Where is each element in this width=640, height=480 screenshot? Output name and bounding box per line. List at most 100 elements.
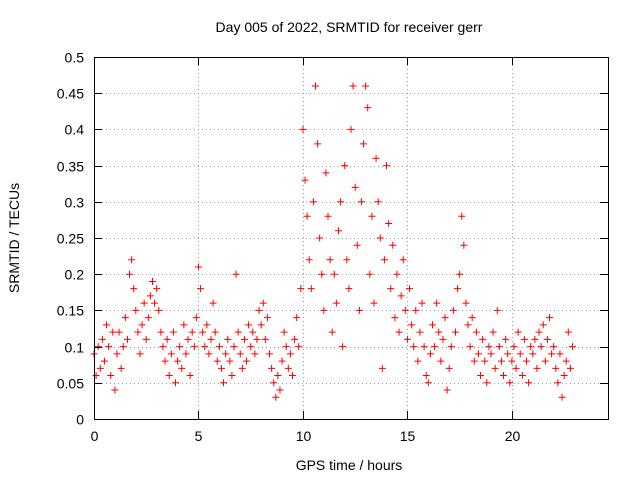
data-point [545,314,553,322]
data-point [109,328,117,336]
data-point [117,364,125,372]
data-point [550,343,558,351]
data-point [525,379,533,387]
data-point [449,306,457,314]
data-point [190,343,198,351]
y-tick-label: 0.4 [65,122,85,138]
data-point [397,292,405,300]
data-point [236,350,244,358]
data-point [126,270,134,278]
x-tick-label: 15 [400,428,416,444]
data-point [140,299,148,307]
data-point [111,386,119,394]
data-point [182,350,190,358]
data-point [441,314,449,322]
data-point [477,372,485,380]
y-tick-label: 0.45 [57,86,84,102]
data-point [311,82,319,90]
x-tick-label: 20 [505,428,521,444]
data-point [562,357,570,365]
data-point [489,328,497,336]
data-point [169,328,177,336]
data-point [401,306,409,314]
data-point [328,328,336,336]
data-point [153,285,161,293]
data-point [184,335,192,343]
data-point [506,379,514,387]
y-tick-label: 0.3 [65,195,85,211]
data-point [192,314,200,322]
data-point [293,314,301,322]
data-point [370,299,378,307]
data-point [414,357,422,365]
data-point [529,350,537,358]
data-point [138,321,146,329]
chart-title: Day 005 of 2022, SRMTID for receiver ger… [216,19,483,35]
data-point [278,357,286,365]
data-point [96,364,104,372]
data-point [493,306,501,314]
data-point [307,285,315,293]
data-point [383,162,391,170]
data-point [552,364,560,372]
data-point [215,343,223,351]
data-point [119,343,127,351]
data-point [238,364,246,372]
y-axis-title: SRMTID / TECUs [6,183,22,293]
data-point [330,270,338,278]
data-point [105,343,113,351]
data-point [347,125,355,133]
data-point [288,372,296,380]
data-point [554,379,562,387]
data-point [523,357,531,365]
data-point [103,321,111,329]
data-point [274,372,282,380]
data-point [203,321,211,329]
data-point [272,393,280,401]
data-point [301,176,309,184]
data-point [456,270,464,278]
data-point [284,364,292,372]
data-point [451,328,459,336]
data-point [318,270,326,278]
y-tick-label: 0.15 [57,303,84,319]
data-point [245,321,253,329]
data-point [257,321,265,329]
data-point [305,256,313,264]
data-point [205,350,213,358]
data-point [418,299,426,307]
data-point [364,104,372,112]
data-point [376,234,384,242]
data-point [439,335,447,343]
data-point [428,321,436,329]
data-point [186,372,194,380]
data-point [487,350,495,358]
data-point [508,357,516,365]
data-point [374,198,382,206]
y-tick-label: 0.5 [65,50,85,66]
data-point [502,335,510,343]
data-point [378,364,386,372]
data-point [416,328,424,336]
data-point [243,357,251,365]
data-point [224,335,232,343]
data-point [366,270,374,278]
data-point [533,364,541,372]
y-tick-label: 0 [76,412,84,428]
data-point [167,350,175,358]
data-point [226,357,234,365]
data-point [514,328,522,336]
data-point [286,350,294,358]
data-point [539,321,547,329]
data-point [422,372,430,380]
data-point [100,357,108,365]
data-point [341,162,349,170]
data-point [211,328,219,336]
data-point [209,299,217,307]
data-point [268,364,276,372]
data-point [295,343,303,351]
data-point [94,343,102,351]
data-point [163,335,171,343]
data-point [334,227,342,235]
